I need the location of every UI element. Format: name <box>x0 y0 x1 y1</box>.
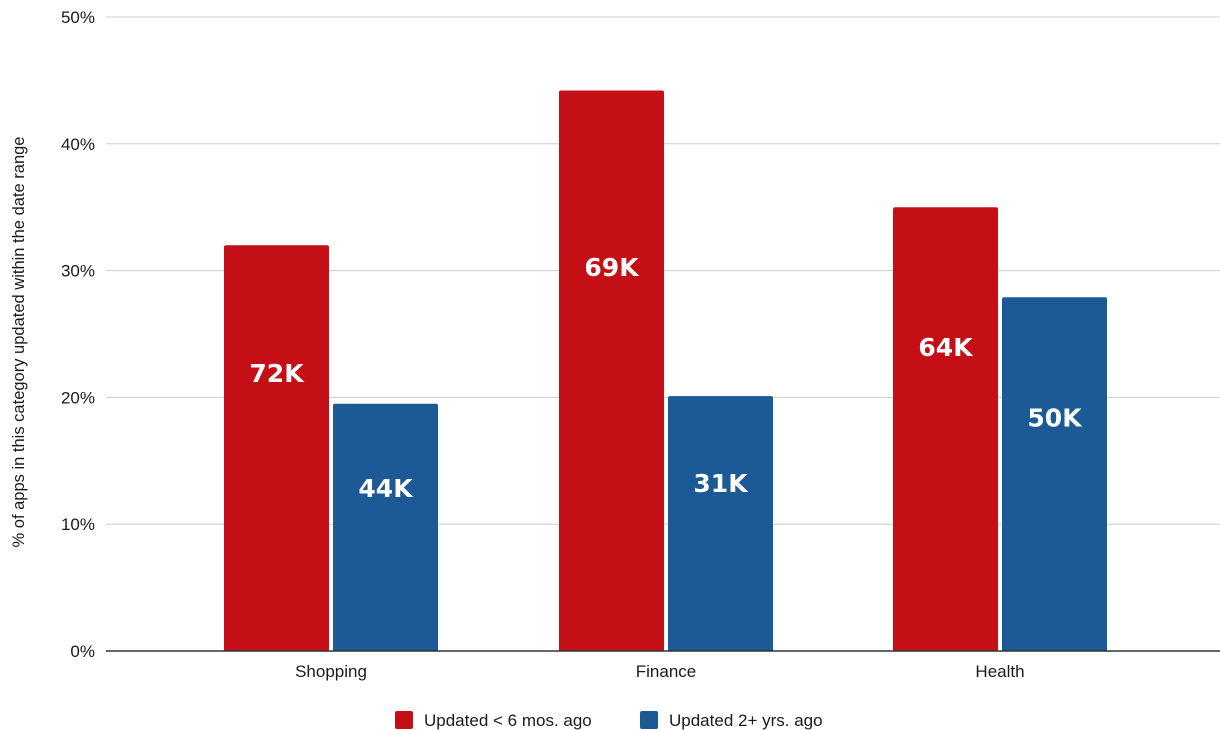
y-tick-label: 0% <box>70 642 95 661</box>
data-label: 69K <box>584 253 640 282</box>
y-axis-ticks: 0% 10% 20% 30% 40% 50% <box>61 8 95 661</box>
data-label: 50K <box>1027 404 1083 433</box>
x-category-label: Health <box>975 662 1024 681</box>
y-tick-label: 40% <box>61 135 95 154</box>
bar-finance-series-2 <box>668 396 773 651</box>
y-tick-label: 50% <box>61 8 95 27</box>
legend-label: Updated 2+ yrs. ago <box>669 711 823 730</box>
y-tick-label: 10% <box>61 515 95 534</box>
x-axis-categories: Shopping Finance Health <box>295 662 1024 681</box>
data-label: 44K <box>358 474 414 503</box>
y-axis-title: % of apps in this category updated withi… <box>10 137 28 548</box>
data-label: 31K <box>693 469 749 498</box>
bar-health-series-2 <box>1002 297 1107 651</box>
bar-shopping-series-2 <box>333 403 438 651</box>
data-label: 64K <box>918 333 974 362</box>
bars: 72K 44K 69K 31K 64K 50K <box>224 90 1107 652</box>
x-category-label: Shopping <box>295 662 367 681</box>
legend: Updated < 6 mos. ago Updated 2+ yrs. ago <box>395 711 823 730</box>
x-category-label: Finance <box>636 662 696 681</box>
legend-swatch <box>395 711 413 729</box>
legend-swatch <box>640 711 658 729</box>
legend-label: Updated < 6 mos. ago <box>424 711 592 730</box>
bar-shopping-series-1 <box>224 245 329 652</box>
bar-health-series-1 <box>893 207 998 651</box>
data-label: 72K <box>249 359 305 388</box>
bar-finance-series-1 <box>559 90 664 651</box>
y-tick-label: 20% <box>61 388 95 407</box>
y-tick-label: 30% <box>61 262 95 281</box>
